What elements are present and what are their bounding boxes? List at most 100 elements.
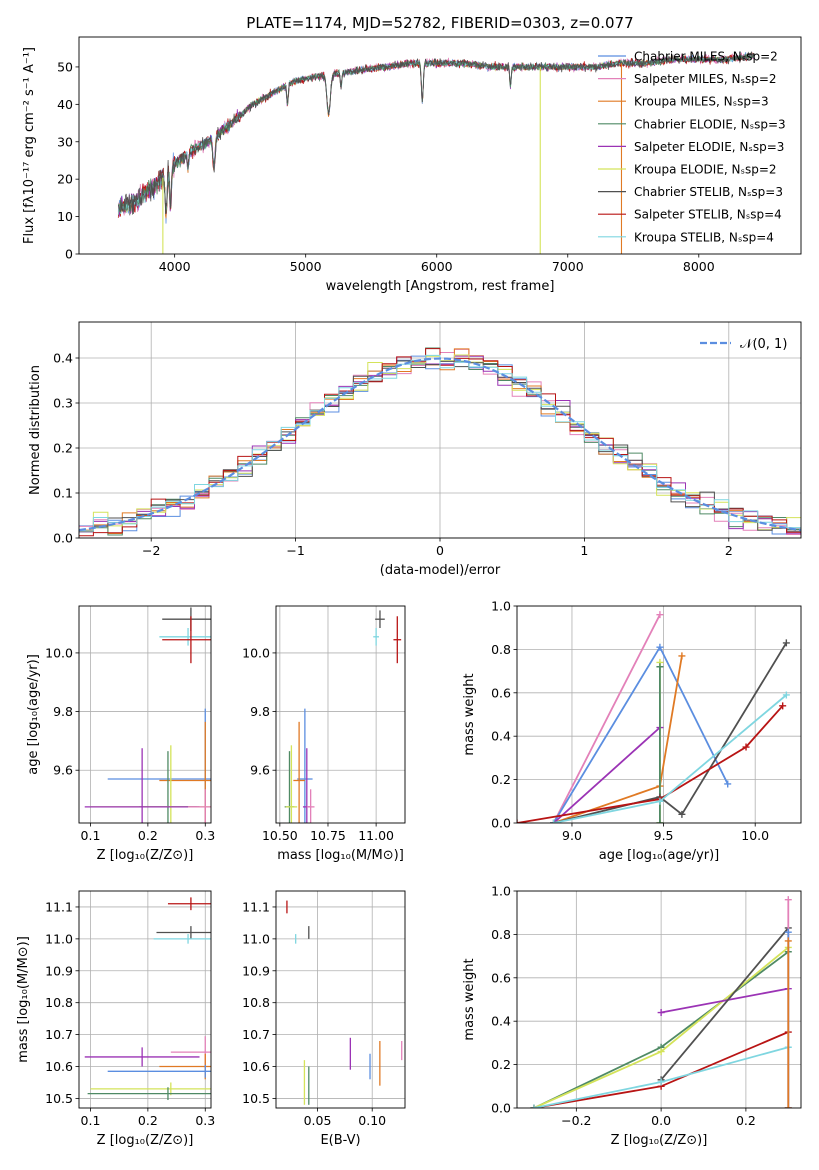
spectrum-line-chabrier_stelib bbox=[117, 51, 754, 216]
x-tick-label: −0.2 bbox=[561, 1113, 591, 1128]
y-tick-label: 0 bbox=[65, 247, 73, 262]
plot-area-spectrum bbox=[117, 51, 754, 254]
axes-age_vs_Z: 0.1 0.2 0.3 9.6 9.8 10.0 Z [log₁₀(Z/Z⊙)] age [l… bbox=[26, 605, 215, 863]
y-tick-label: 9.6 bbox=[53, 763, 73, 778]
y-tick-label: 1.0 bbox=[491, 884, 511, 899]
plot-area-mass_vs_Z bbox=[79, 891, 211, 1108]
normal-curve bbox=[79, 357, 801, 532]
y-tick-label: 10.8 bbox=[242, 995, 270, 1010]
axes-mass_vs_Z: 0.1 0.2 0.3 10.5 10.6 10.7 10.8 10.9 11.0 11.1 Z [… bbox=[16, 890, 215, 1148]
x-tick-label: 0 bbox=[436, 543, 444, 558]
x-tick-label: 2 bbox=[725, 543, 733, 558]
y-tick-label: 40 bbox=[57, 97, 73, 112]
legend-entry: 𝒩(0, 1) bbox=[740, 337, 787, 352]
series-marker bbox=[656, 663, 664, 671]
series-marker bbox=[784, 896, 792, 904]
y-tick-label: 10.7 bbox=[242, 1027, 270, 1042]
x-tick-label: −2 bbox=[142, 543, 160, 558]
errorbar-point-salpeter_stelib bbox=[162, 616, 211, 664]
series-marker bbox=[784, 928, 792, 936]
series-line-chabrier_stelib bbox=[553, 642, 788, 823]
y-tick-label: 11.1 bbox=[45, 899, 73, 914]
x-tick-label: 0.3 bbox=[195, 828, 215, 843]
plot-area-weight_vs_Z bbox=[517, 891, 801, 1108]
y-tick-label: 9.8 bbox=[250, 704, 270, 719]
y-tick-label: 9.8 bbox=[53, 704, 73, 719]
x-axis-label: age [log₁₀(age/yr)] bbox=[599, 848, 720, 863]
y-axis-label: mass [log₁₀(M/M⊙)] bbox=[16, 936, 31, 1063]
x-axis-label: mass [log₁₀(M/M⊙)] bbox=[277, 848, 404, 863]
axes-frame bbox=[275, 890, 406, 1109]
series-marker bbox=[656, 611, 664, 619]
errorbar-point-chabrier_stelib bbox=[156, 926, 211, 939]
series-marker bbox=[530, 1104, 538, 1108]
x-tick-label: 9.5 bbox=[654, 828, 674, 843]
x-axis-label: wavelength [Angstrom, rest frame] bbox=[326, 279, 555, 294]
axes-frame bbox=[275, 605, 406, 824]
series-marker bbox=[656, 819, 664, 823]
y-tick-label: 1.0 bbox=[491, 599, 511, 614]
errorbar-point-kroupa_stelib bbox=[159, 627, 211, 646]
legend-entry: Kroupa STELIB, Nₛsp=4 bbox=[634, 230, 774, 244]
y-tick-label: 10.0 bbox=[242, 645, 270, 660]
axes-frame bbox=[78, 36, 802, 255]
errorbar-point-chabrier_stelib bbox=[375, 610, 385, 628]
x-tick-label: 7000 bbox=[552, 259, 584, 274]
axes-weight_vs_Z: −0.2 0.0 0.2 0.0 0.2 0.4 0.6 0.8 1.0 Z [log₁₀(Z/Z… bbox=[462, 884, 802, 1148]
y-tick-label: 0.2 bbox=[491, 1057, 511, 1072]
x-tick-label: 4000 bbox=[159, 259, 191, 274]
x-tick-label: 0.2 bbox=[138, 1113, 158, 1128]
y-tick-label: 10.0 bbox=[45, 645, 73, 660]
errorbar-point-salpeter_elodie bbox=[84, 748, 200, 823]
plot-area-age_vs_mass bbox=[276, 606, 405, 823]
y-tick-label: 0.0 bbox=[491, 816, 511, 831]
legend-entry: Chabrier ELODIE, Nₛsp=3 bbox=[634, 117, 786, 131]
y-tick-label: 0.4 bbox=[491, 1014, 511, 1029]
plot-area-mass_vs_ebv bbox=[276, 891, 405, 1108]
x-tick-label: 1 bbox=[580, 543, 588, 558]
y-tick-label: 0.2 bbox=[491, 772, 511, 787]
y-tick-label: 9.6 bbox=[250, 763, 270, 778]
plot-area-residuals bbox=[79, 322, 801, 538]
x-tick-label: 11.00 bbox=[358, 828, 394, 843]
x-tick-label: 0.2 bbox=[138, 828, 158, 843]
legend-entry: Kroupa MILES, Nₛsp=3 bbox=[634, 95, 769, 109]
plot-area-age_vs_Z bbox=[79, 606, 211, 823]
legend-entry: Salpeter STELIB, Nₛsp=4 bbox=[634, 208, 782, 222]
axes-frame bbox=[516, 890, 802, 1109]
y-axis-label: Normed distribution bbox=[28, 365, 43, 495]
y-axis-label: age [log₁₀(age/yr)] bbox=[26, 654, 41, 775]
series-line-salpeter_stelib bbox=[517, 705, 784, 823]
x-tick-label: 0.1 bbox=[81, 828, 101, 843]
x-axis-label: Z [log₁₀(Z/Z⊙)] bbox=[97, 848, 194, 863]
y-tick-label: 10.7 bbox=[45, 1027, 73, 1042]
y-tick-label: 10.8 bbox=[45, 995, 73, 1010]
x-axis-label: Z [log₁₀(Z/Z⊙)] bbox=[97, 1133, 194, 1148]
errorbar-point-kroupa_elodie bbox=[285, 745, 298, 823]
x-tick-label: 10.75 bbox=[310, 828, 346, 843]
x-tick-label: −1 bbox=[286, 543, 304, 558]
series-marker bbox=[782, 639, 790, 647]
series-marker bbox=[657, 1048, 665, 1056]
errorbar-point-salpeter_stelib bbox=[393, 616, 402, 664]
y-tick-label: 0.1 bbox=[53, 486, 73, 501]
histogram-kroupa_stelib bbox=[79, 354, 801, 532]
y-axis-label: Flux [fλ10⁻¹⁷ erg cm⁻² s⁻¹ A⁻¹] bbox=[22, 47, 37, 244]
series-line-chabrier_stelib bbox=[660, 927, 789, 1081]
y-tick-label: 0.6 bbox=[491, 685, 511, 700]
axes-frame bbox=[78, 321, 802, 539]
legend-entry: Salpeter MILES, Nₛsp=2 bbox=[634, 72, 777, 86]
y-axis-label: mass weight bbox=[462, 673, 477, 755]
series-line-salpeter_elodie bbox=[660, 987, 789, 1014]
y-tick-label: 0.0 bbox=[491, 1101, 511, 1116]
y-tick-label: 10.9 bbox=[242, 963, 270, 978]
legend-entry: Salpeter ELODIE, Nₛsp=3 bbox=[634, 140, 784, 154]
x-tick-label: 10.50 bbox=[262, 828, 298, 843]
y-tick-label: 0.8 bbox=[491, 642, 511, 657]
x-tick-label: 10.0 bbox=[741, 828, 769, 843]
errorbar-point-chabrier_miles bbox=[107, 1064, 211, 1078]
y-tick-label: 0.6 bbox=[491, 970, 511, 985]
y-tick-label: 10.5 bbox=[242, 1091, 270, 1106]
axes-frame bbox=[78, 605, 212, 824]
